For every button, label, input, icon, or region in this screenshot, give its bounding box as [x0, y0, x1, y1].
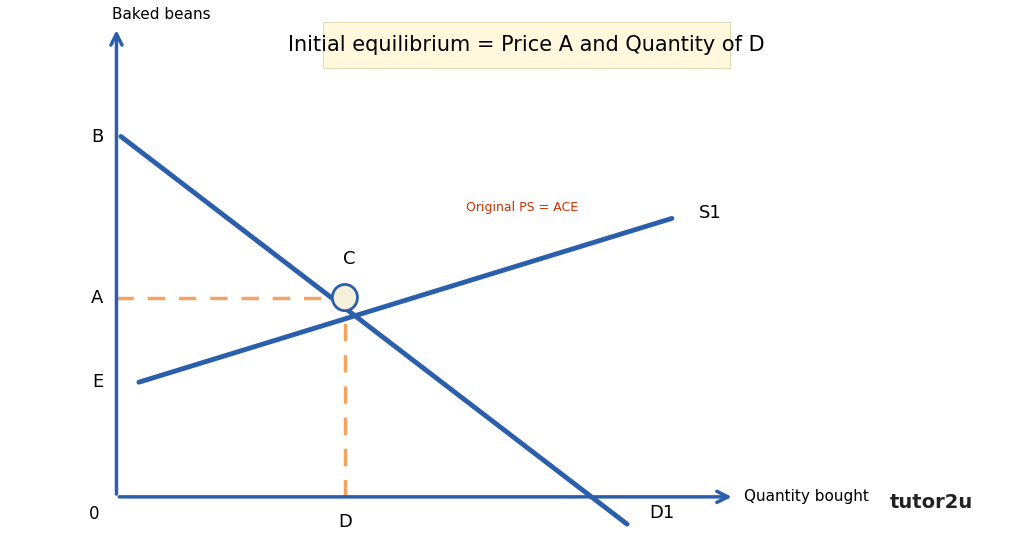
- Text: Quantity bought: Quantity bought: [743, 489, 868, 505]
- Text: B: B: [91, 128, 103, 145]
- Text: 0: 0: [89, 505, 100, 523]
- Text: C: C: [343, 250, 355, 268]
- Text: D: D: [338, 513, 352, 531]
- Text: S1: S1: [698, 204, 722, 222]
- Text: Original PS = ACE: Original PS = ACE: [466, 201, 578, 214]
- Ellipse shape: [332, 284, 357, 311]
- Text: tutor2u: tutor2u: [890, 493, 973, 512]
- Text: A: A: [91, 289, 103, 306]
- Text: Initial equilibrium = Price A and Quantity of D: Initial equilibrium = Price A and Quanti…: [288, 35, 765, 55]
- FancyBboxPatch shape: [323, 22, 730, 68]
- Text: Baked beans: Baked beans: [112, 7, 211, 22]
- Text: E: E: [92, 373, 103, 391]
- Text: D1: D1: [649, 505, 675, 522]
